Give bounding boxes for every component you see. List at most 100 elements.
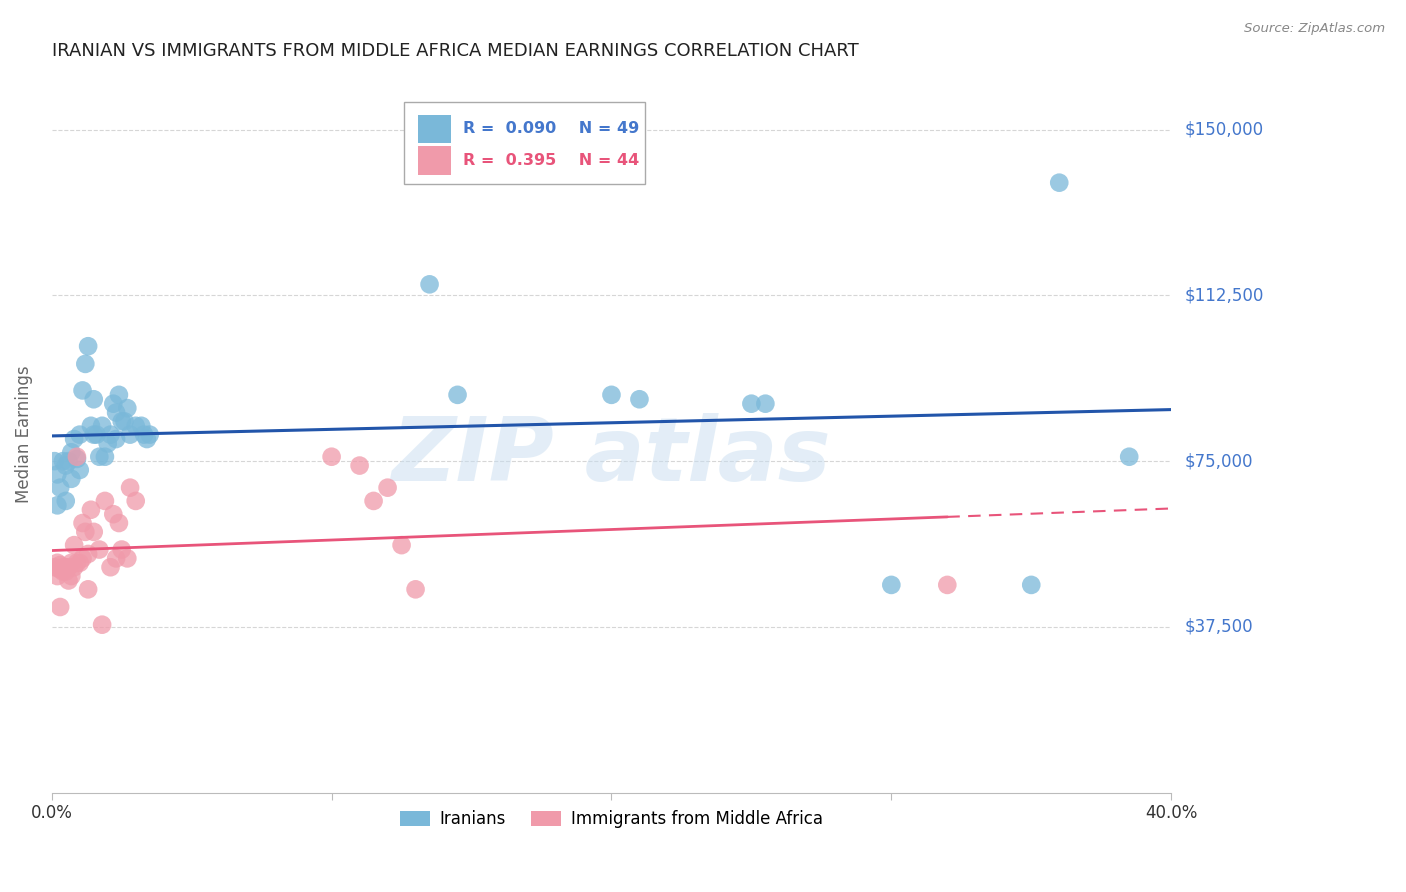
FancyBboxPatch shape	[418, 146, 451, 175]
Point	[63, 432, 86, 446]
Point	[131, 418, 153, 433]
Point	[69, 427, 91, 442]
Point	[52, 454, 75, 468]
Text: ZIP atlas: ZIP atlas	[392, 413, 831, 500]
Point	[60, 472, 83, 486]
Point	[86, 427, 108, 442]
Point	[58, 560, 80, 574]
Point	[55, 560, 77, 574]
Point	[72, 516, 94, 530]
Point	[117, 551, 139, 566]
Point	[63, 560, 86, 574]
Point	[132, 427, 155, 442]
Text: $37,500: $37,500	[1185, 618, 1254, 636]
Point	[46, 556, 69, 570]
Point	[377, 481, 399, 495]
Point	[936, 578, 959, 592]
Point	[60, 569, 83, 583]
Point	[66, 556, 89, 570]
Point	[83, 524, 105, 539]
Point	[108, 516, 131, 530]
Point	[52, 560, 75, 574]
Text: IRANIAN VS IMMIGRANTS FROM MIDDLE AFRICA MEDIAN EARNINGS CORRELATION CHART: IRANIAN VS IMMIGRANTS FROM MIDDLE AFRICA…	[52, 42, 859, 60]
Y-axis label: Median Earnings: Median Earnings	[15, 366, 32, 503]
Point	[754, 397, 776, 411]
Point	[55, 494, 77, 508]
Point	[321, 450, 343, 464]
Point	[75, 524, 97, 539]
Point	[46, 467, 69, 482]
Point	[80, 418, 103, 433]
Point	[100, 560, 122, 574]
Point	[77, 547, 100, 561]
Point	[405, 582, 427, 597]
Point	[391, 538, 413, 552]
Point	[60, 556, 83, 570]
Point	[63, 538, 86, 552]
Point	[58, 454, 80, 468]
Point	[138, 427, 160, 442]
Point	[100, 427, 122, 442]
Text: $75,000: $75,000	[1185, 452, 1254, 470]
Point	[75, 357, 97, 371]
Point	[1019, 578, 1042, 592]
Point	[103, 507, 125, 521]
Point	[1047, 176, 1070, 190]
Point	[349, 458, 371, 473]
Point	[120, 481, 142, 495]
Point	[69, 556, 91, 570]
Text: Source: ZipAtlas.com: Source: ZipAtlas.com	[1244, 22, 1385, 36]
Point	[105, 432, 128, 446]
Point	[91, 617, 114, 632]
Point	[108, 388, 131, 402]
Point	[94, 450, 117, 464]
Point	[628, 392, 651, 407]
Point	[52, 565, 75, 579]
Point	[120, 427, 142, 442]
Point	[46, 569, 69, 583]
Point	[105, 405, 128, 419]
Point	[58, 574, 80, 588]
Point	[49, 558, 72, 572]
Point	[740, 397, 762, 411]
Point	[46, 499, 69, 513]
Point	[72, 384, 94, 398]
Text: $112,500: $112,500	[1185, 286, 1264, 304]
Point	[69, 463, 91, 477]
Point	[97, 436, 120, 450]
Point	[55, 565, 77, 579]
Point	[44, 454, 66, 468]
Point	[89, 542, 111, 557]
Text: R =  0.395    N = 44: R = 0.395 N = 44	[463, 153, 638, 168]
Point	[66, 450, 89, 464]
Point	[117, 401, 139, 416]
Point	[114, 414, 136, 428]
Point	[66, 452, 89, 467]
Point	[60, 445, 83, 459]
Point	[77, 582, 100, 597]
Point	[1118, 450, 1140, 464]
Point	[363, 494, 385, 508]
Point	[880, 578, 903, 592]
Point	[94, 494, 117, 508]
FancyBboxPatch shape	[418, 114, 451, 144]
Point	[103, 397, 125, 411]
Text: R =  0.090    N = 49: R = 0.090 N = 49	[463, 121, 638, 136]
Point	[91, 418, 114, 433]
Point	[125, 418, 148, 433]
Point	[125, 494, 148, 508]
Point	[72, 551, 94, 566]
Point	[111, 414, 134, 428]
Point	[49, 600, 72, 615]
Point	[135, 432, 157, 446]
Point	[44, 560, 66, 574]
Text: $150,000: $150,000	[1185, 120, 1264, 138]
Point	[83, 427, 105, 442]
FancyBboxPatch shape	[405, 102, 645, 184]
Point	[105, 551, 128, 566]
Point	[80, 502, 103, 516]
Point	[419, 277, 441, 292]
Point	[77, 339, 100, 353]
Point	[55, 458, 77, 473]
Point	[49, 562, 72, 576]
